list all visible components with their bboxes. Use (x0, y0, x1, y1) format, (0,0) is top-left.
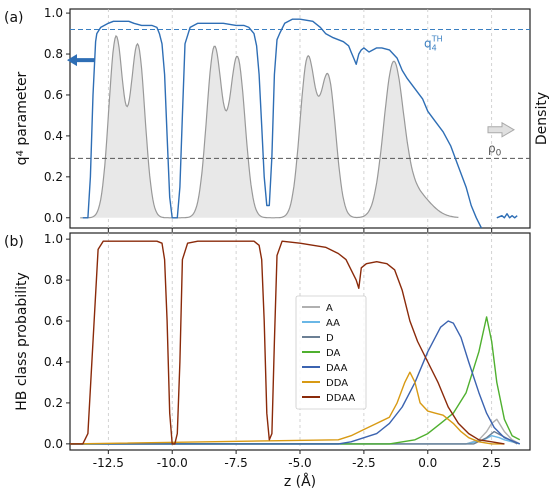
legend-label-d: D (326, 333, 334, 344)
ylabel-rest: parameter (14, 71, 30, 150)
legend-label-ddaa: DDAA (326, 393, 355, 404)
y-tick-label-a-2: 0.4 (44, 129, 63, 143)
density-area (80, 34, 459, 219)
y-tick-label-a-1: 0.2 (44, 170, 63, 184)
panel-a-right-axis-label: Density (534, 92, 550, 145)
series-line-da (70, 316, 521, 445)
x-tick-label-2: -7.5 (224, 456, 247, 470)
series-line-ddaa (70, 240, 505, 445)
x-tick-label-0: -12.5 (93, 456, 124, 470)
x-tick-label-5: 0.0 (418, 456, 437, 470)
rho-sub: 0 (496, 148, 502, 158)
y-tick-label-b-5: 1.0 (44, 232, 63, 246)
y-tick-label-a-5: 1.0 (44, 6, 63, 20)
legend-label-aa: AA (326, 318, 340, 329)
x-tick-label-4: -2.5 (352, 456, 375, 470)
panel-a-y-axis-label: q4 parameter (14, 71, 30, 165)
y-tick-label-b-0: 0.0 (44, 437, 63, 451)
panel-b-y-axis-label: HB class probability (14, 272, 30, 410)
q4th-sub: 4 (432, 43, 437, 52)
y-tick-label-b-2: 0.4 (44, 355, 63, 369)
axis-arrows (67, 54, 515, 138)
legend-label-da: DA (326, 348, 341, 359)
q4th-sup: TH (431, 34, 443, 43)
legend-label-daa: DAA (326, 363, 348, 374)
q4th-main: q (424, 36, 432, 50)
panel-b: 0.0 0.2 0.4 0.6 0.8 1.0 -12.5 -10.0 -7.5 -5.0 -2.5… (4, 232, 531, 490)
panel-b-ticks: 0.0 0.2 0.4 0.6 0.8 1.0 -12.5 -10.0 -7.5 -5.0 -2.5… (44, 232, 501, 470)
left-axis-arrow (67, 54, 95, 67)
legend-label-a: A (326, 303, 333, 314)
y-tick-label-a-0: 0.0 (44, 211, 63, 225)
series-line-d (70, 430, 518, 445)
y-tick-label-b-3: 0.6 (44, 314, 63, 328)
panel-b-grid (107, 233, 493, 450)
y-tick-label-b-1: 0.2 (44, 396, 63, 410)
q4-line-1 (496, 213, 518, 219)
legend-box (295, 295, 367, 410)
density-fill (80, 35, 459, 218)
panel-a: 0.00.20.40.60.81.0 (a) q4 parameter Dens… (4, 6, 550, 232)
panel-a-series (82, 18, 518, 229)
right-axis-arrow (487, 121, 515, 138)
x-tick-label-1: -10.0 (157, 456, 188, 470)
rho-main: ρ (488, 141, 496, 155)
panel-b-series (69, 240, 521, 445)
y-tick-label-a-3: 0.6 (44, 88, 63, 102)
series-line-daa (70, 320, 521, 445)
rho0-label: ρ0 (488, 141, 502, 158)
threshold-lines (70, 28, 530, 159)
density-line (80, 34, 459, 219)
legend-label-dda: DDA (326, 378, 348, 389)
x-tick-label-6: 2.5 (482, 456, 501, 470)
ylabel-sub: 4 (15, 150, 26, 156)
y-tick-label-b-4: 0.8 (44, 273, 63, 287)
series-line-dda (69, 371, 505, 445)
panel-a-y-ticks: 0.0 0.2 0.4 0.6 0.8 1.0 (44, 6, 493, 232)
x-axis-label: z (Å) (284, 473, 316, 490)
q4-threshold-label: q4TH (424, 34, 443, 52)
q4-line-0 (82, 18, 483, 229)
panel-a-label: (a) (4, 10, 24, 26)
ylabel-q: q (14, 156, 30, 165)
panel-b-label: (b) (4, 234, 24, 250)
y-tick-label-a-4: 0.8 (44, 47, 63, 61)
x-tick-label-3: -5.0 (288, 456, 311, 470)
